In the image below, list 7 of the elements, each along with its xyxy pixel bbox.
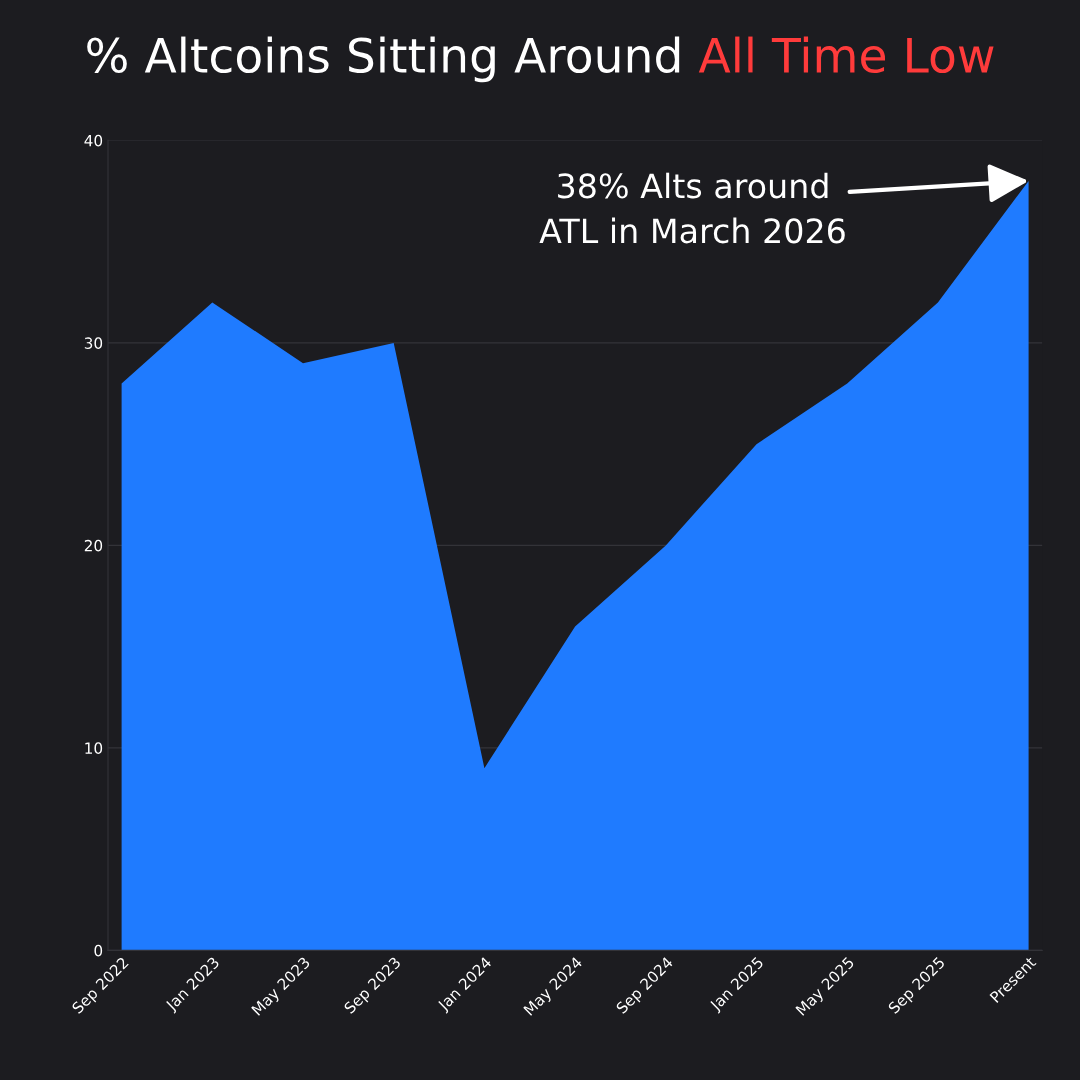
y-tick-label: 10 — [85, 742, 103, 754]
y-tick-label: 30 — [84, 337, 103, 349]
annotation: 38% Alts around ATL in March 2026 — [539, 172, 845, 244]
y-tick-label: 20 — [84, 539, 103, 552]
y-tick-label: 40 — [84, 134, 103, 147]
y-tick-label: 0 — [94, 944, 103, 957]
chart-title: % Altcoins Sitting Around All Time Low — [87, 36, 994, 83]
